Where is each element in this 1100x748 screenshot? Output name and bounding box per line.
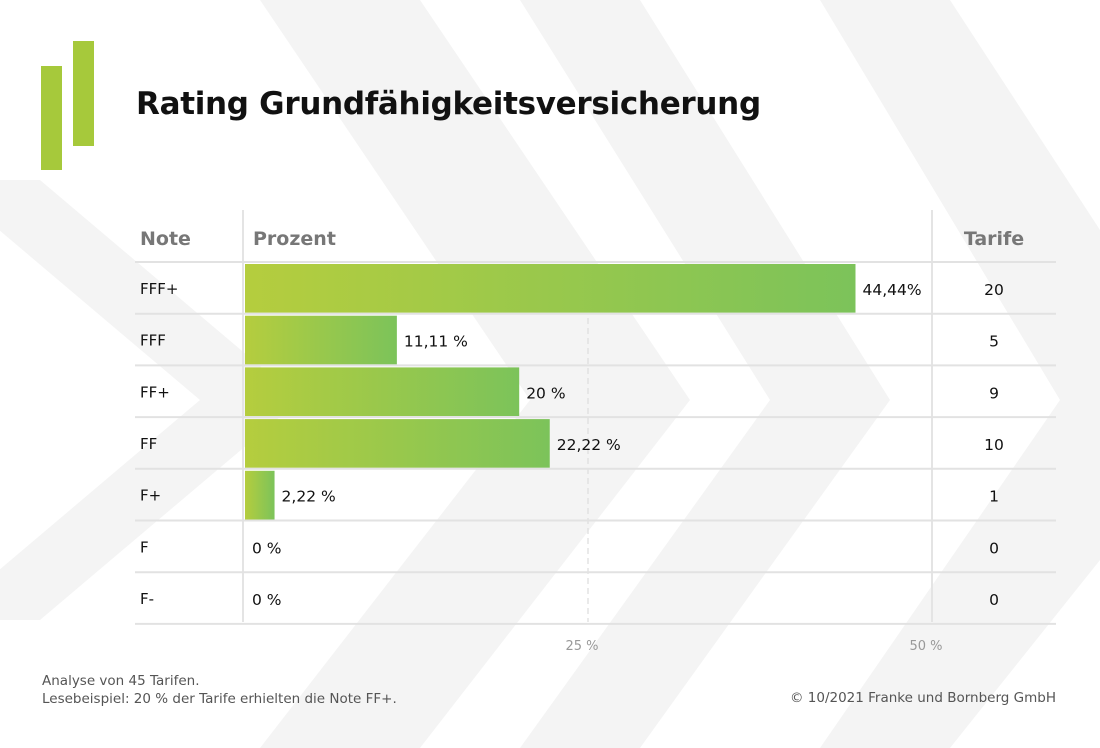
- brand-logo: [41, 41, 94, 170]
- category-label: FF+: [140, 383, 170, 401]
- category-label: F: [140, 538, 149, 556]
- bar: [245, 367, 520, 417]
- bar: [245, 315, 397, 365]
- value-label: 0 %: [252, 539, 282, 557]
- value-label: 22,22 %: [557, 436, 621, 454]
- chart-title: Rating Grundfähigkeitsversicherung: [136, 86, 761, 122]
- tarife-count: 10: [984, 436, 1004, 454]
- category-label: FFF: [140, 332, 166, 350]
- bar: [245, 419, 550, 468]
- tarife-count: 5: [989, 333, 999, 351]
- header-prozent: Prozent: [253, 228, 336, 250]
- copyright: © 10/2021 Franke und Bornberg GmbH: [789, 690, 1056, 706]
- tarife-count: 0: [989, 539, 999, 557]
- category-label: F+: [140, 487, 161, 505]
- x-tick-label: 50 %: [909, 639, 942, 654]
- header-note: Note: [140, 228, 191, 250]
- category-label: FF: [140, 435, 157, 453]
- value-label: 44,44%: [862, 281, 921, 299]
- value-label: 2,22 %: [282, 488, 336, 506]
- footnote: Analyse von 45 Tarifen. Lesebeispiel: 20…: [42, 672, 397, 708]
- bar: [245, 264, 856, 313]
- header-tarife: Tarife: [964, 228, 1024, 250]
- tarife-count: 9: [989, 384, 999, 402]
- category-label: FFF+: [140, 280, 178, 298]
- footnote-line-1: Analyse von 45 Tarifen.: [42, 673, 200, 689]
- bar: [245, 470, 275, 520]
- value-label: 0 %: [252, 591, 282, 609]
- value-label: 20 %: [526, 384, 565, 402]
- value-label: 11,11 %: [404, 333, 468, 351]
- x-tick-label: 25 %: [565, 639, 598, 654]
- category-label: F-: [140, 590, 154, 608]
- footnote-line-2: Lesebeispiel: 20 % der Tarife erhielten …: [42, 691, 397, 707]
- tarife-count: 0: [989, 591, 999, 609]
- tarife-count: 20: [984, 281, 1004, 299]
- tarife-count: 1: [989, 488, 999, 506]
